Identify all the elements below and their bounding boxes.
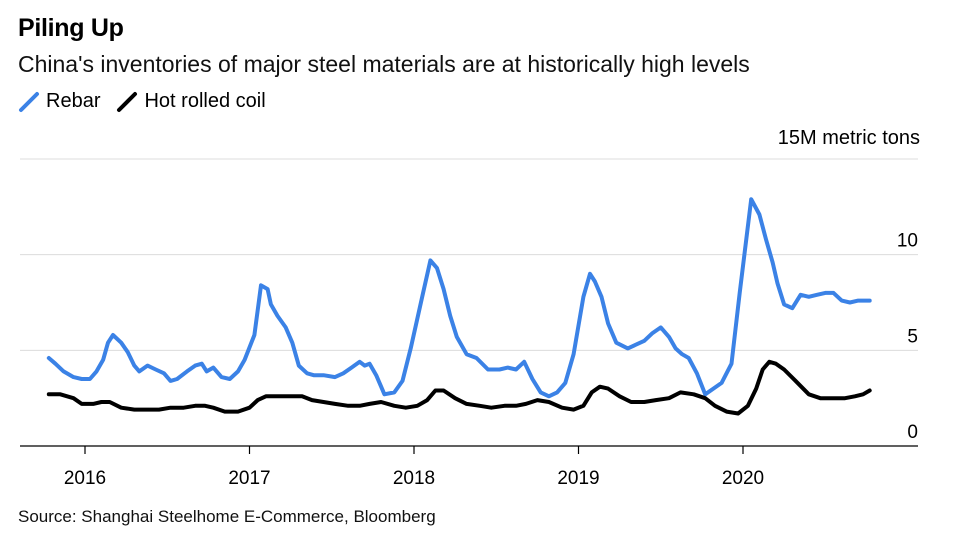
legend-item-hot-rolled-coil: Hot rolled coil [116, 90, 266, 113]
y-tick-label: 10 [897, 231, 918, 252]
chart-legend: Rebar Hot rolled coil [18, 90, 282, 113]
y-tick-label: 5 [907, 326, 918, 347]
x-tick-label: 2017 [228, 468, 270, 489]
legend-swatch-hot-rolled-coil-icon [117, 91, 138, 112]
series-line-rebar [46, 197, 872, 399]
x-tick-label: 2016 [64, 468, 106, 489]
legend-swatch-rebar-icon [19, 91, 39, 112]
legend-label-rebar: Rebar [46, 90, 101, 112]
legend-item-rebar: Rebar [18, 90, 100, 113]
y-tick-label: 0 [907, 422, 918, 443]
chart-title: Piling Up [18, 14, 124, 42]
x-tick-label: 2019 [557, 468, 599, 489]
legend-label-hot-rolled-coil: Hot rolled coil [144, 90, 266, 112]
chart-subtitle: China's inventories of major steel mater… [18, 51, 750, 77]
series-line-hot-rolled-coil [46, 359, 872, 416]
chart-source: Source: Shanghai Steelhome E-Commerce, B… [18, 507, 436, 526]
x-tick-label: 2018 [393, 468, 435, 489]
x-tick-label: 2020 [722, 468, 764, 489]
y-axis-unit-label: 15M metric tons [777, 127, 920, 149]
